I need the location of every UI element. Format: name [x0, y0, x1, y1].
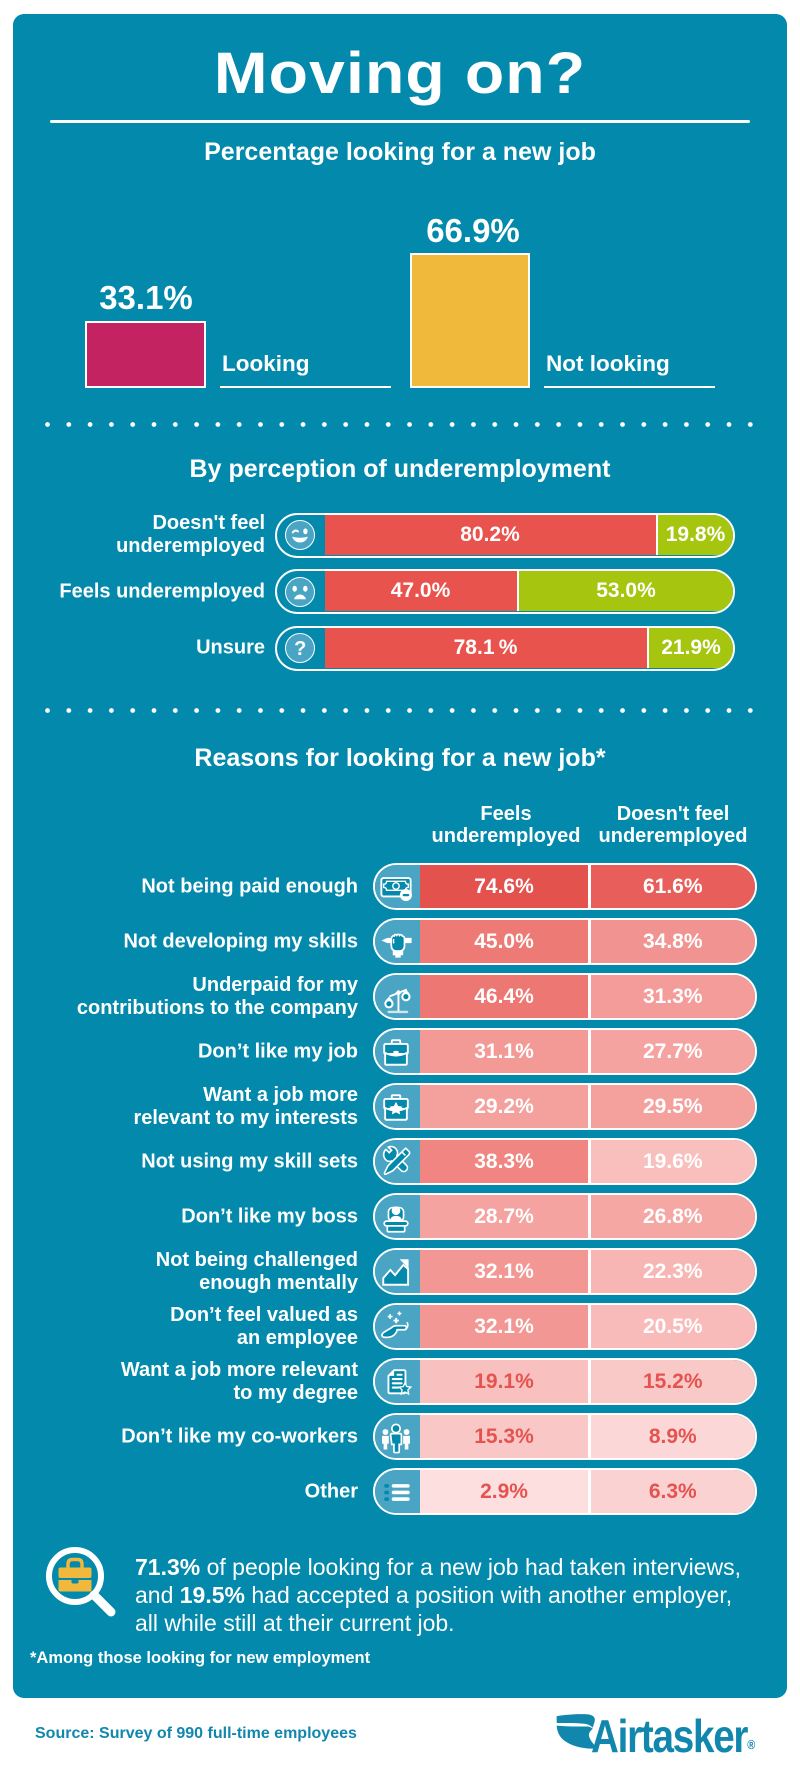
- svg-text:?: ?: [294, 638, 306, 660]
